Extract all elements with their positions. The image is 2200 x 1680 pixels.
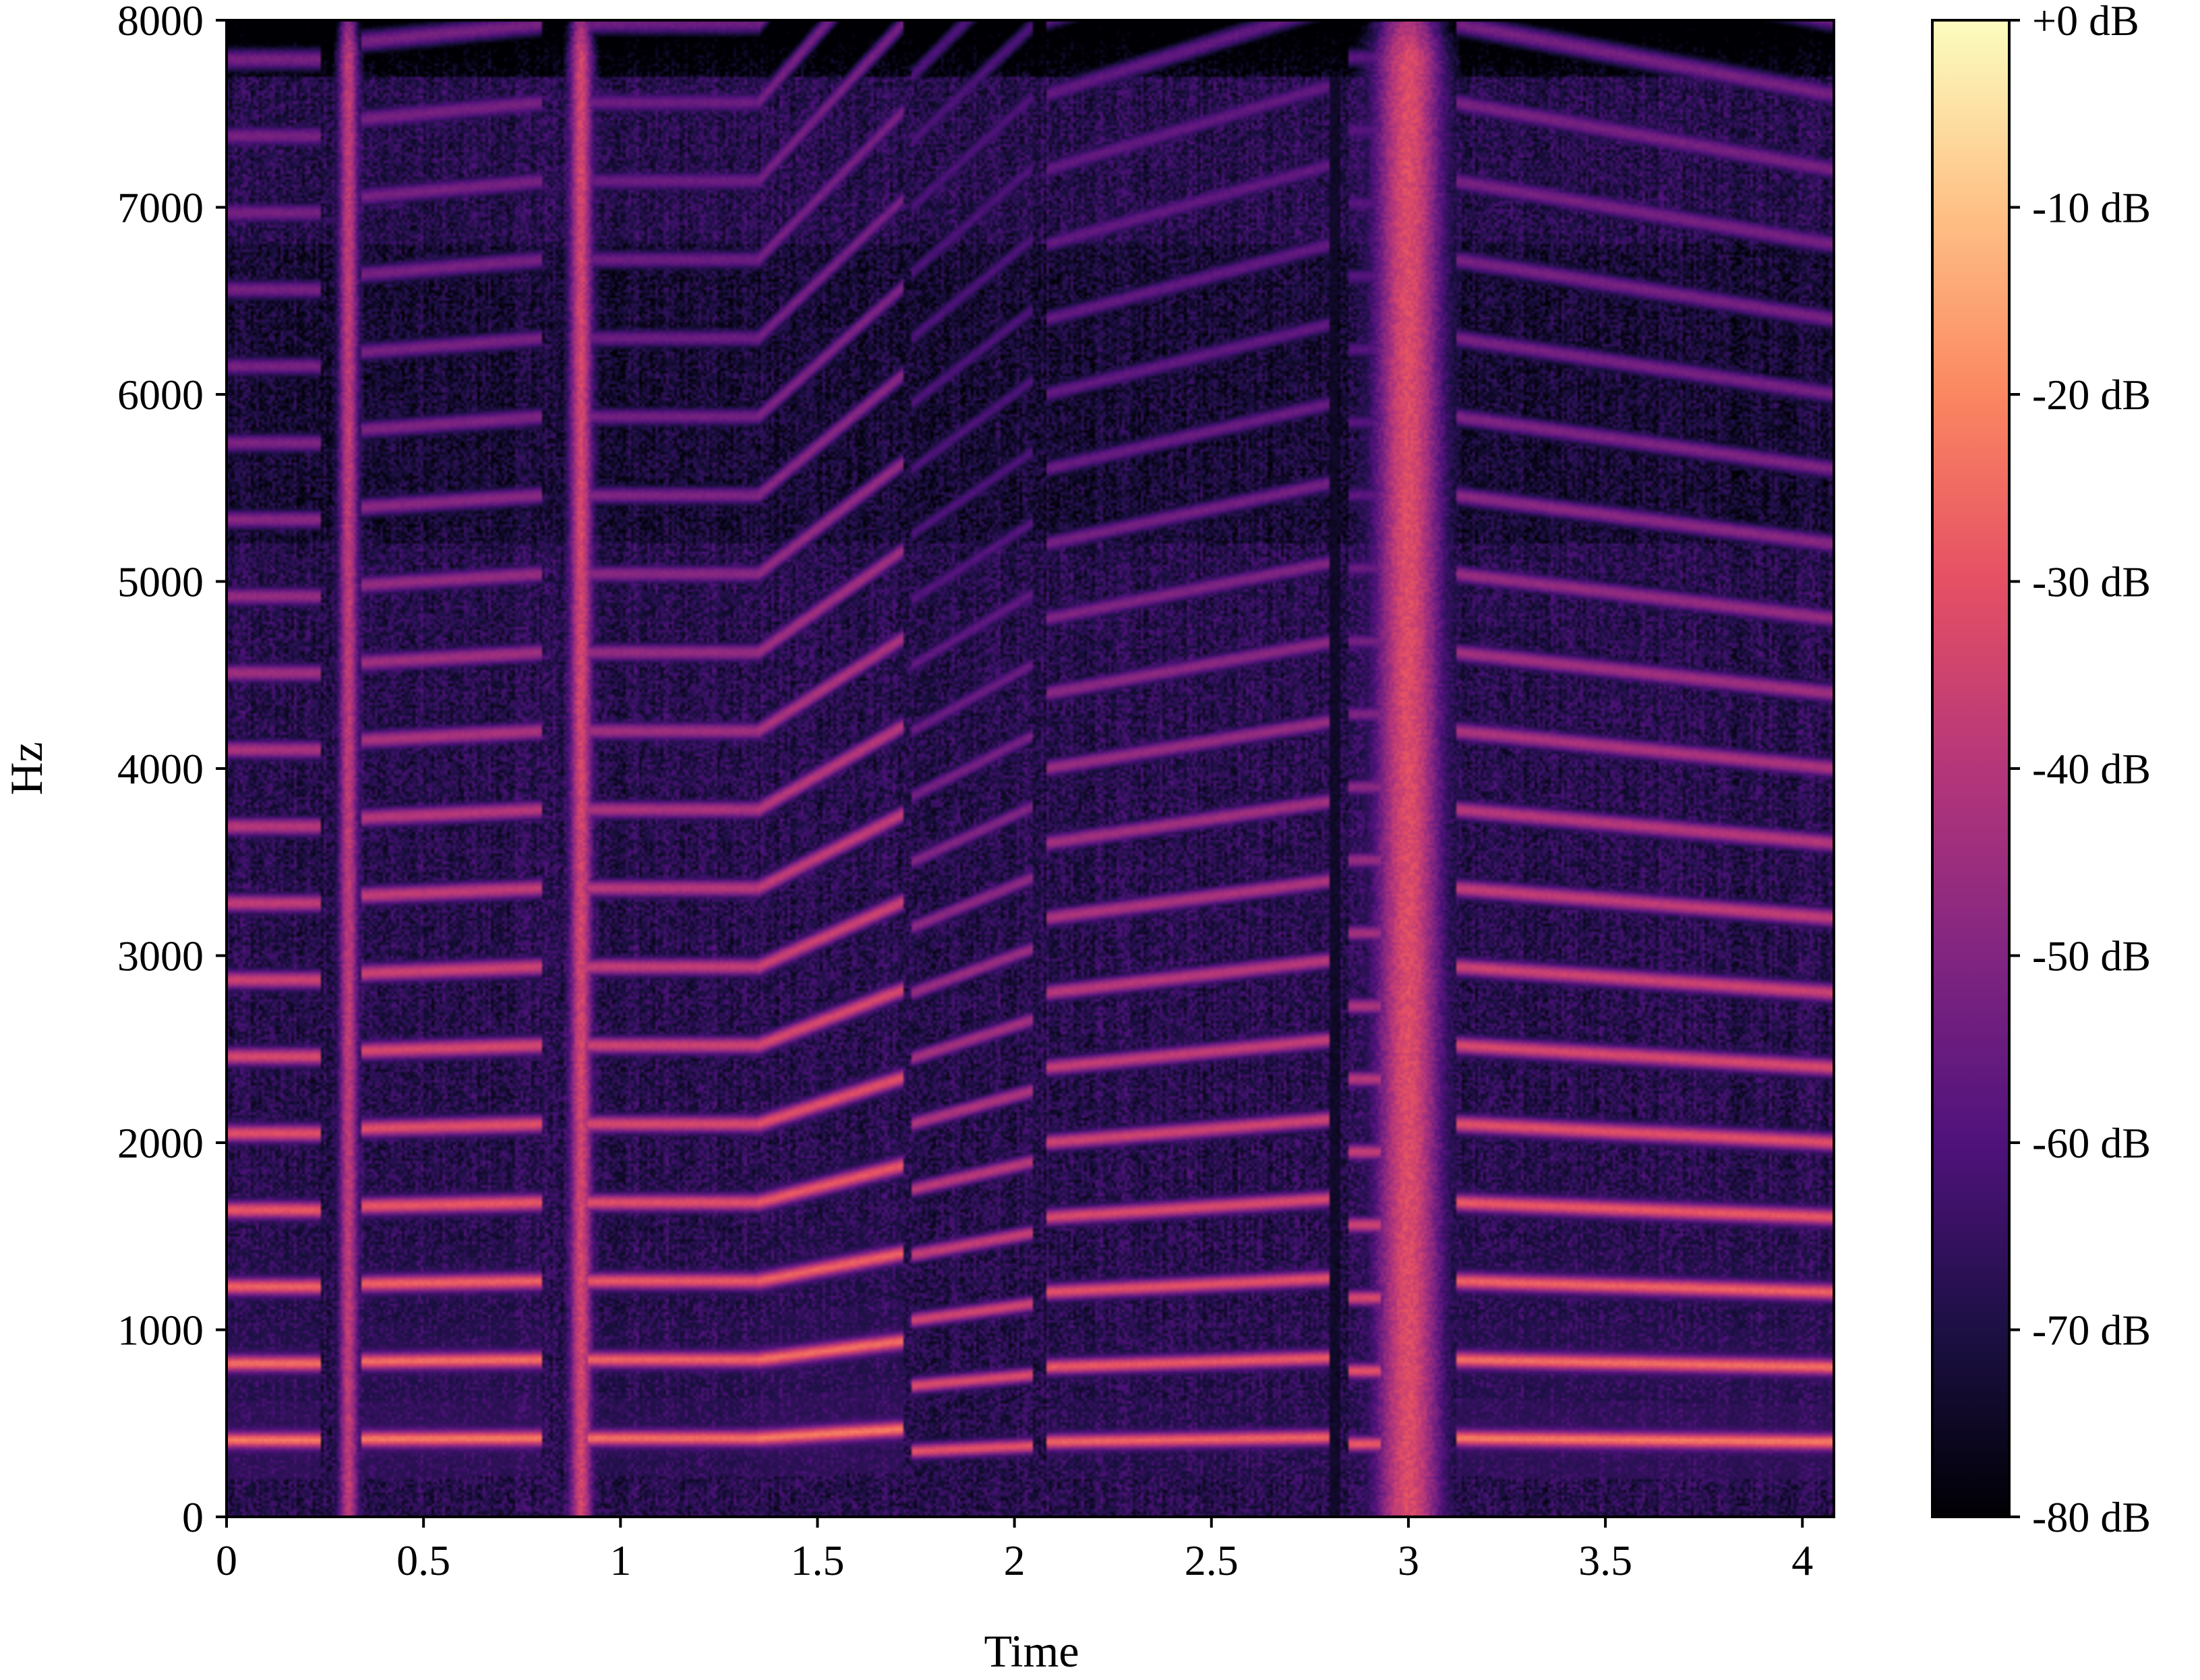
y-axis: 0 1000 2000 3000 4000 5000 6000 7000 8000 <box>117 0 227 1541</box>
spectrogram-heatmap <box>227 20 1834 1517</box>
colorbar-tick-label: -40 dB <box>2032 745 2151 793</box>
colorbar-tick-label: +0 dB <box>2032 0 2139 44</box>
y-tick-label: 6000 <box>117 371 204 419</box>
spectrogram-image-holder <box>227 20 1834 1517</box>
colorbar-tick-label: -80 dB <box>2032 1493 2151 1541</box>
x-axis-title: Time <box>984 1625 1079 1677</box>
colorbar-gradient <box>1931 19 2011 1518</box>
y-tick-label: 0 <box>182 1493 204 1541</box>
y-tick-label: 8000 <box>117 0 204 44</box>
colorbar-tick-label: -30 dB <box>2032 558 2151 606</box>
colorbar: +0 dB -10 dB -20 dB -30 dB -40 dB -50 dB -60 d… <box>1931 0 2151 1541</box>
colorbar-tick-label: -70 dB <box>2032 1307 2151 1354</box>
colorbar-tick-label: -50 dB <box>2032 932 2151 980</box>
y-tick-label: 4000 <box>117 745 204 793</box>
x-tick-label: 1 <box>610 1536 631 1584</box>
x-tick-label: 2.5 <box>1185 1536 1239 1584</box>
x-tick-label: 0.5 <box>396 1536 450 1584</box>
x-tick-label: 3 <box>1398 1536 1419 1584</box>
y-tick-label: 7000 <box>117 184 204 232</box>
colorbar-tick-label: -60 dB <box>2032 1119 2151 1167</box>
colorbar-tick-label: -20 dB <box>2032 371 2151 419</box>
y-tick-label: 1000 <box>117 1307 204 1354</box>
x-tick-label: 2 <box>1004 1536 1025 1584</box>
x-tick-label: 0 <box>216 1536 237 1584</box>
y-tick-label: 2000 <box>117 1119 204 1167</box>
y-tick-label: 5000 <box>117 558 204 606</box>
y-tick-label: 3000 <box>117 932 204 980</box>
y-axis-title: Hz <box>1 742 52 795</box>
plot-area <box>225 19 1835 1518</box>
colorbar-tick-label: -10 dB <box>2032 184 2151 232</box>
colorbar-ticks: +0 dB -10 dB -20 dB -30 dB -40 dB -50 dB -60 d… <box>2009 0 2151 1541</box>
x-tick-label: 1.5 <box>790 1536 844 1584</box>
x-axis: 0 0.5 1 1.5 2 2.5 3 3.5 4 <box>216 1517 1813 1584</box>
x-tick-label: 4 <box>1791 1536 1813 1584</box>
x-tick-label: 3.5 <box>1578 1536 1632 1584</box>
